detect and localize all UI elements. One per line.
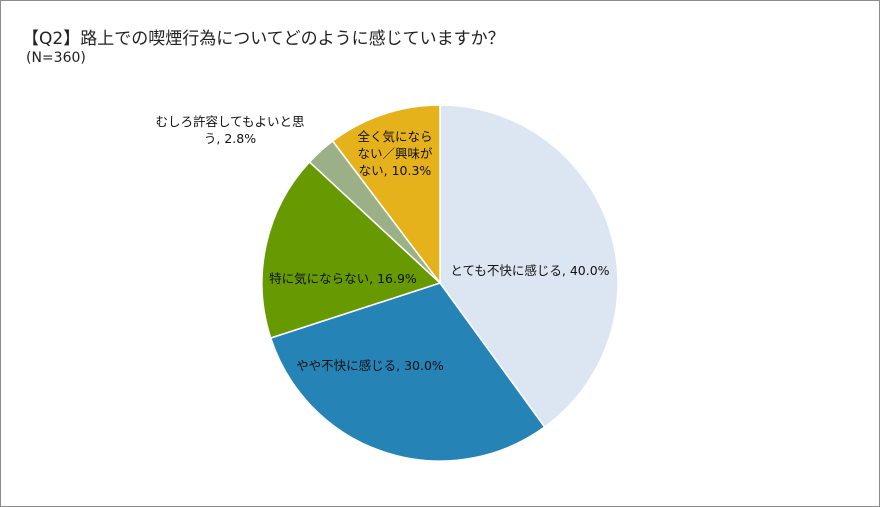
chart-title: 【Q2】路上での喫煙行為についてどのように感じていますか？ [22,29,505,49]
pie-slice [439,104,619,429]
pie-slice [261,160,442,339]
data-label: とても不快に感じる, 40.0% [450,263,610,278]
pie-slice [331,104,441,286]
data-label: やや不快に感じる, 30.0% [296,358,444,373]
data-label: むしろ許容してもよいと思う, 2.8% [155,114,305,146]
data-label: 全く気にならない／興味がない, 10.3% [357,129,433,178]
chart-subtitle: (N=360) [26,50,86,66]
data-label: 特に気にならない, 16.9% [269,271,417,286]
pie-slice [269,282,546,462]
